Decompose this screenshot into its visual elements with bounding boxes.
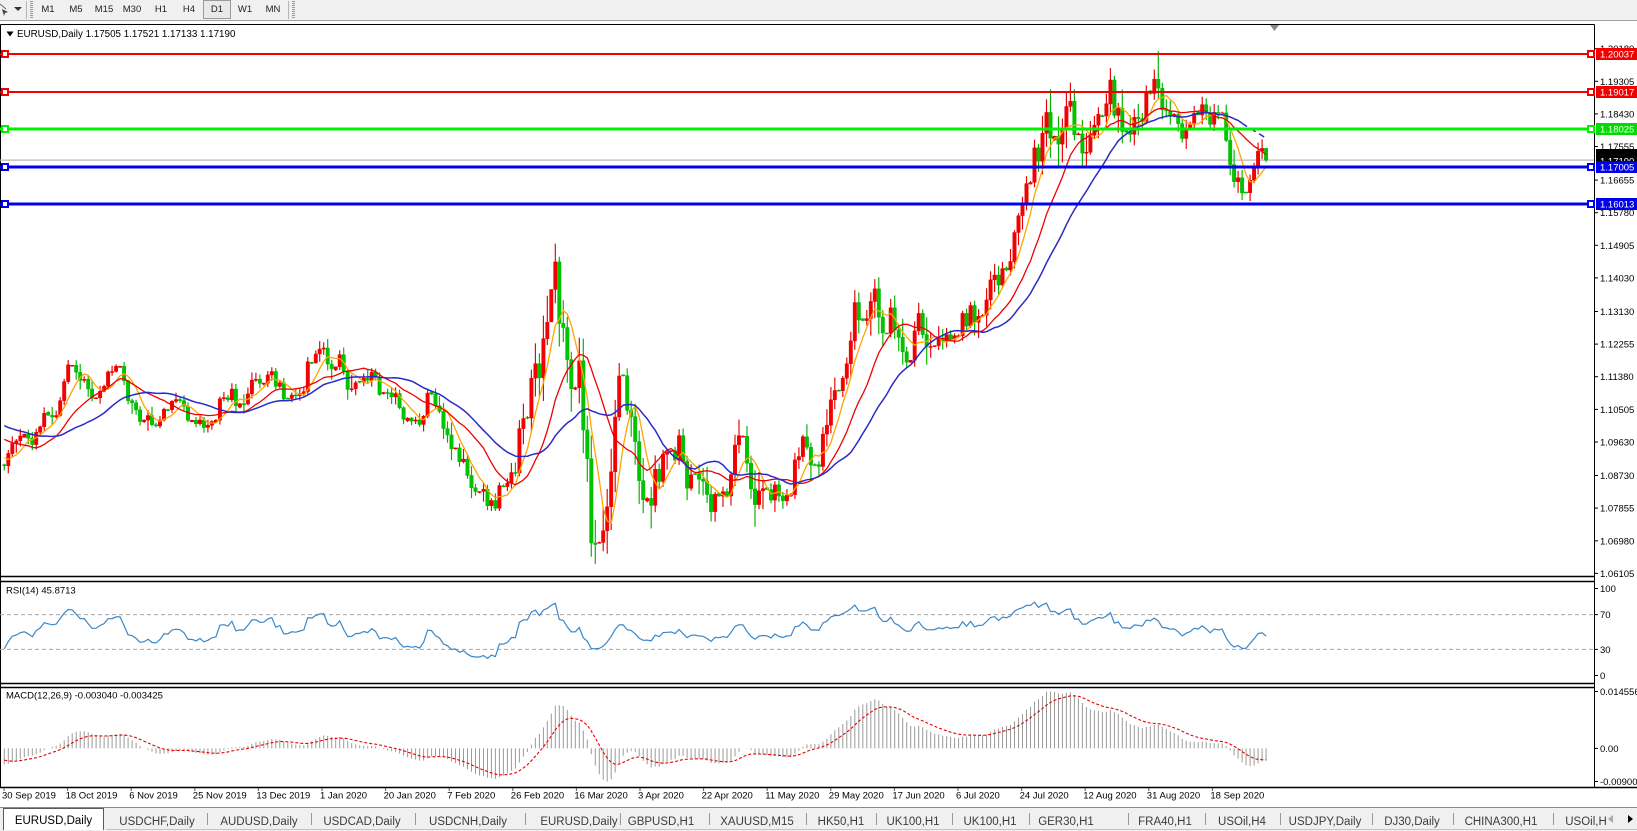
svg-text:30: 30	[1600, 645, 1611, 656]
svg-text:70: 70	[1600, 610, 1611, 621]
svg-text:30 Sep 2019: 30 Sep 2019	[2, 791, 56, 802]
svg-text:1.18430: 1.18430	[1600, 109, 1634, 120]
svg-text:1.18025: 1.18025	[1600, 125, 1634, 136]
svg-text:1.12255: 1.12255	[1600, 340, 1634, 351]
svg-text:24 Jul 2020: 24 Jul 2020	[1020, 791, 1069, 802]
svg-text:7 Feb 2020: 7 Feb 2020	[447, 791, 495, 802]
svg-text:31 Aug 2020: 31 Aug 2020	[1147, 791, 1200, 802]
svg-text:29 May 2020: 29 May 2020	[829, 791, 884, 802]
svg-text:1.17005: 1.17005	[1600, 163, 1634, 174]
svg-text:11 May 2020: 11 May 2020	[765, 791, 819, 802]
svg-text:1.13130: 1.13130	[1600, 307, 1634, 318]
svg-text:1.14030: 1.14030	[1600, 273, 1634, 284]
svg-text:MACD(12,26,9) -0.003040 -0.003: MACD(12,26,9) -0.003040 -0.003425	[6, 691, 163, 702]
svg-text:1.06980: 1.06980	[1600, 536, 1634, 547]
svg-text:12 Aug 2020: 12 Aug 2020	[1083, 791, 1136, 802]
svg-text:17 Jun 2020: 17 Jun 2020	[892, 791, 944, 802]
svg-text:-0.00900: -0.00900	[1600, 777, 1637, 788]
svg-text:18 Sep 2020: 18 Sep 2020	[1210, 791, 1264, 802]
svg-text:1.17555: 1.17555	[1600, 142, 1634, 153]
svg-text:1.15780: 1.15780	[1600, 208, 1634, 219]
svg-text:1.11380: 1.11380	[1600, 372, 1634, 383]
svg-text:1.19017: 1.19017	[1600, 88, 1634, 99]
svg-text:0.014556: 0.014556	[1600, 687, 1637, 698]
svg-text:1.06105: 1.06105	[1600, 569, 1634, 580]
svg-text:EURUSD,Daily 1.17505 1.17521: EURUSD,Daily 1.17505 1.17521 1.17133 1.1…	[17, 29, 236, 40]
svg-text:1.07855: 1.07855	[1600, 504, 1634, 515]
svg-text:RSI(14) 45.8713: RSI(14) 45.8713	[6, 586, 76, 597]
svg-text:100: 100	[1600, 584, 1616, 595]
svg-text:0.00: 0.00	[1600, 744, 1619, 755]
svg-text:1.17190: 1.17190	[1600, 157, 1634, 168]
svg-text:1.10505: 1.10505	[1600, 405, 1634, 416]
svg-text:6 Jul 2020: 6 Jul 2020	[956, 791, 1000, 802]
svg-text:1.16655: 1.16655	[1600, 176, 1634, 187]
svg-text:1.19305: 1.19305	[1600, 77, 1634, 88]
svg-text:0: 0	[1600, 671, 1605, 682]
svg-text:16 Mar 2020: 16 Mar 2020	[574, 791, 627, 802]
svg-text:1 Jan 2020: 1 Jan 2020	[320, 791, 367, 802]
svg-text:22 Apr 2020: 22 Apr 2020	[702, 791, 753, 802]
svg-text:20 Jan 2020: 20 Jan 2020	[384, 791, 436, 802]
svg-text:1.20037: 1.20037	[1600, 50, 1634, 61]
svg-text:3 Apr 2020: 3 Apr 2020	[638, 791, 684, 802]
svg-text:18 Oct 2019: 18 Oct 2019	[66, 791, 118, 802]
svg-text:13 Dec 2019: 13 Dec 2019	[256, 791, 310, 802]
svg-text:26 Feb 2020: 26 Feb 2020	[511, 791, 564, 802]
svg-text:1.08730: 1.08730	[1600, 471, 1634, 482]
svg-text:25 Nov 2019: 25 Nov 2019	[193, 791, 247, 802]
svg-text:1.09630: 1.09630	[1600, 438, 1634, 449]
svg-text:6 Nov 2019: 6 Nov 2019	[129, 791, 178, 802]
svg-text:1.16013: 1.16013	[1600, 200, 1634, 211]
svg-text:1.14905: 1.14905	[1600, 241, 1634, 252]
